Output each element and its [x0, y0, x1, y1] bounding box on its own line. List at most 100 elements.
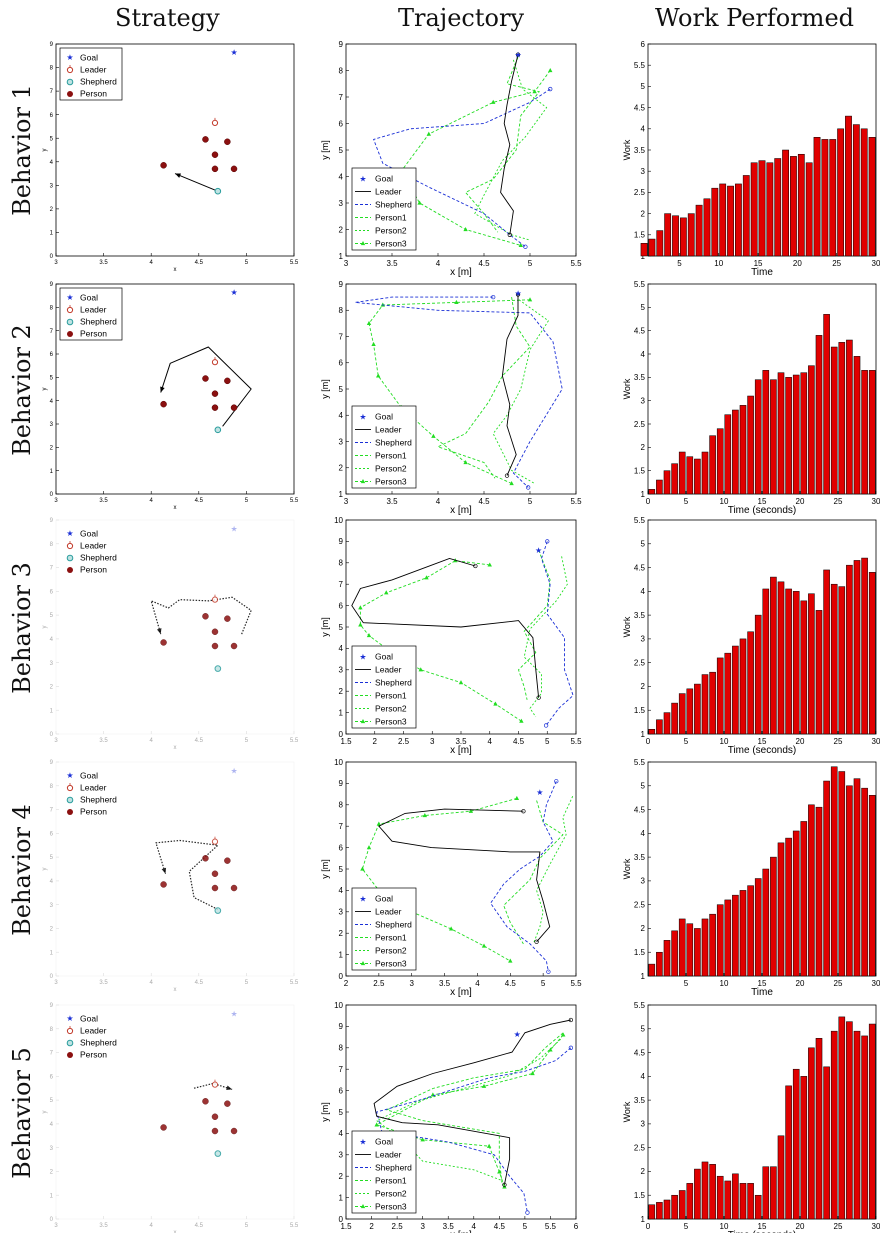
bar-t5 — [678, 1190, 686, 1220]
bar-t12 — [732, 894, 739, 977]
y-tick-label: 7 — [50, 808, 54, 814]
bar-t11 — [724, 652, 732, 735]
legend-label-goal: Goal — [375, 412, 393, 422]
bar-t21 — [800, 1076, 808, 1220]
person3-line — [359, 560, 522, 722]
bar-t30 — [868, 1023, 876, 1220]
chart-trajectory-behavior-3: 1.5 2 2.5 3 3.5 4 4.5 5 5.5 0 1 2 3 4 5 6 7 8 9 10 x [m] y [m… — [320, 516, 582, 756]
y-tick-label: 1 — [339, 708, 344, 717]
legend-label-goal: Goal — [80, 1014, 98, 1024]
y-tick-label: 2 — [339, 1172, 344, 1181]
legend-symbol-goal: ★ — [66, 1014, 73, 1023]
y-tick-label: 3.5 — [634, 611, 646, 620]
legend-label-goal: Goal — [375, 894, 393, 904]
goal-marker: ★ — [514, 289, 521, 298]
x-tick-label: 5 — [684, 737, 689, 746]
bar-t23 — [815, 335, 823, 495]
legend-symbol-goal: ★ — [359, 1138, 366, 1147]
y-tick-label: 2.5 — [634, 900, 646, 909]
bar-t17 — [770, 856, 777, 977]
chart-trajectory-behavior-5: 1.5 2 2.5 3 3.5 4 4.5 5 5.5 6 0 1 2 3 4 5 6 7 8 9 10 x [m] y [… — [320, 1001, 579, 1233]
legend-box — [351, 405, 417, 489]
person-marker-2 — [224, 138, 231, 146]
leader-end-marker — [515, 52, 521, 57]
goal-marker: ★ — [230, 288, 237, 297]
goal-marker: ★ — [514, 51, 521, 60]
x-tick-label: 2 — [373, 737, 378, 746]
legend-box — [351, 1130, 417, 1214]
bar-t16 — [758, 160, 766, 257]
legend-label-person1: Person1 — [375, 933, 407, 943]
shepherd-start-marker — [525, 1210, 530, 1215]
y-tick-label: 5 — [339, 865, 344, 874]
y-tick-label: 3.5 — [634, 146, 646, 155]
bar-t4 — [671, 463, 678, 495]
bar-t12 — [727, 185, 734, 257]
bar-t16 — [762, 370, 770, 495]
x-tick-label: 5 — [528, 497, 533, 506]
y-tick-label: 4 — [339, 644, 344, 653]
legend-symbol-person — [67, 567, 73, 573]
person3-marker — [426, 131, 431, 136]
strategy-arrowhead — [175, 173, 181, 178]
bar-t7 — [694, 1168, 701, 1220]
x-tick-label: 4.5 — [478, 497, 490, 506]
bar-t28 — [853, 356, 861, 495]
bar-t10 — [716, 428, 724, 495]
bar-t14 — [747, 885, 754, 977]
bar-t8 — [701, 918, 709, 977]
person3-marker — [358, 605, 363, 610]
x-tick-label: 3.5 — [99, 738, 108, 744]
y-tick-label: 3.5 — [634, 853, 646, 862]
bar-t26 — [837, 128, 845, 257]
legend: ★ Goal Leader Shepherd Person — [59, 47, 123, 101]
y-tick-label: 5.5 — [634, 280, 646, 289]
x-tick-label: 30 — [872, 1222, 880, 1231]
person3-line — [368, 299, 531, 484]
bar-t19 — [782, 149, 789, 257]
person-marker-1 — [202, 136, 209, 143]
x-tick-label: 30 — [872, 497, 880, 506]
y-tick-label: 4 — [339, 172, 344, 181]
y-tick-label: 5 — [339, 146, 344, 155]
y-tick-label: 7 — [50, 329, 54, 335]
person-marker-2 — [224, 1100, 231, 1107]
bar-t9 — [709, 435, 716, 495]
person3-marker — [519, 718, 524, 723]
person3-marker — [548, 68, 553, 73]
legend-label-goal: Goal — [375, 1137, 393, 1147]
y-tick-label: 1 — [50, 469, 54, 475]
y-axis-label: y — [42, 149, 48, 152]
x-tick-label: 3.5 — [439, 979, 451, 988]
bar-t26 — [838, 586, 846, 735]
goal-marker: ★ — [514, 1030, 521, 1039]
x-axis-label: Time (seconds) — [728, 745, 797, 756]
person-marker-6 — [160, 881, 167, 888]
bar-t23 — [815, 1038, 823, 1220]
bar-t2 — [656, 479, 663, 495]
y-tick-label: 5.5 — [634, 758, 646, 767]
person2-line — [492, 299, 550, 484]
x-axis-label: Time (seconds) — [728, 505, 797, 516]
y-tick-label: 1 — [641, 490, 646, 499]
x-tick-label: 0 — [646, 737, 651, 746]
bar-t8 — [695, 204, 703, 257]
x-tick-label: 5 — [245, 738, 249, 744]
shepherd-line — [355, 296, 563, 488]
x-tick-label: 5 — [245, 498, 249, 504]
legend-label-person3: Person3 — [375, 239, 407, 249]
bar-t27 — [846, 785, 853, 977]
legend-label-shepherd: Shepherd — [375, 1163, 412, 1173]
person3-marker — [508, 958, 513, 963]
x-tick-label: 3.5 — [99, 498, 108, 504]
legend: ★ Goal Leader Shepherd Person1 Person2 Person3 — [351, 887, 417, 971]
y-axis-label: y [m] — [320, 859, 330, 879]
y-tick-label: 4.5 — [634, 805, 646, 814]
legend-symbol-goal: ★ — [359, 895, 366, 904]
x-tick-label: 2 — [344, 979, 349, 988]
y-tick-label: 9 — [50, 282, 54, 288]
bar-t12 — [732, 645, 739, 735]
strategy-arrow — [160, 346, 252, 427]
row-header-behavior-4: Behavior 4 — [8, 804, 36, 936]
row-header-behavior-3: Behavior 3 — [8, 562, 36, 694]
